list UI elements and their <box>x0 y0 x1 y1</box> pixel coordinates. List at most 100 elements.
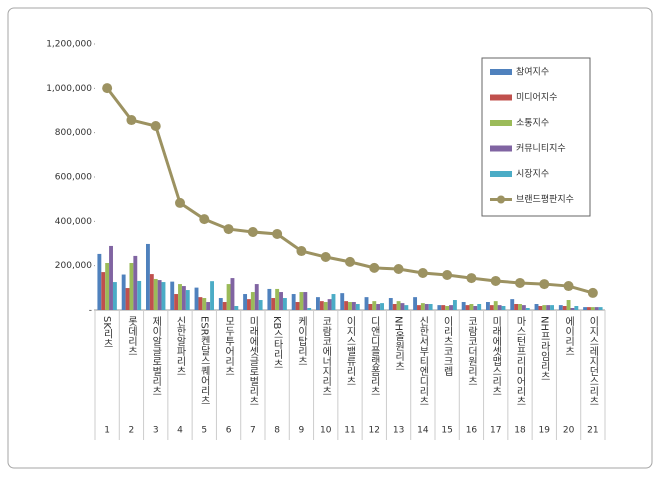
x-tick-label: 코람코더원리츠 <box>465 316 477 386</box>
bar <box>218 298 223 310</box>
line-marker <box>296 246 307 257</box>
legend-label: 소통지수 <box>516 118 549 129</box>
bar <box>109 245 113 310</box>
x-tick-label: 미래에셋글로벌리츠 <box>247 316 259 406</box>
bar <box>558 305 563 310</box>
category-number: 5 <box>201 426 207 436</box>
line-marker <box>247 226 258 237</box>
x-tick-label: 신한알파리츠 <box>174 316 186 376</box>
bar <box>275 288 280 310</box>
x-tick-label: 모두투어리츠 <box>223 316 235 376</box>
line-marker <box>345 256 355 267</box>
bar <box>178 284 182 310</box>
bar <box>493 301 498 310</box>
bar <box>542 305 547 310</box>
bar <box>428 304 433 310</box>
bar <box>137 280 142 310</box>
bar <box>247 299 251 310</box>
bar <box>417 305 421 310</box>
bar <box>510 299 515 310</box>
bar <box>161 282 166 310</box>
bar <box>230 278 235 310</box>
bar <box>465 305 470 310</box>
bar <box>348 302 352 310</box>
bar <box>316 297 320 310</box>
bar <box>501 306 506 310</box>
bar <box>327 299 332 310</box>
line-marker <box>442 269 453 280</box>
bar <box>344 301 349 310</box>
line-marker <box>150 121 161 132</box>
category-number: 15 <box>441 426 452 436</box>
x-tick-label: 마스턴프리미어리츠 <box>514 316 526 406</box>
line-marker <box>175 197 185 208</box>
bar <box>340 293 345 310</box>
line-marker <box>199 214 210 225</box>
bar <box>550 305 554 310</box>
bar <box>226 284 231 310</box>
legend-swatch <box>490 120 512 126</box>
bar <box>97 253 102 310</box>
x-tick-label: 코람코에너지리츠 <box>320 316 332 396</box>
legend-box <box>481 57 591 217</box>
bar <box>437 305 442 310</box>
category-number: 7 <box>250 426 256 436</box>
bar <box>153 278 158 310</box>
category-number: 11 <box>344 426 355 436</box>
legend-swatch <box>490 145 512 152</box>
bar <box>461 302 466 310</box>
category-number: 18 <box>514 426 526 436</box>
bar <box>372 301 377 310</box>
category-number: 4 <box>177 426 183 436</box>
bar <box>590 307 595 310</box>
bar <box>570 308 575 310</box>
bar <box>449 305 453 310</box>
category-number: 14 <box>417 426 429 436</box>
bar <box>222 302 227 310</box>
bar <box>469 304 474 310</box>
bar <box>396 301 401 310</box>
x-tick-label: NH프라임리츠 <box>538 316 550 381</box>
legend-swatch <box>497 195 505 204</box>
category-number: 20 <box>563 426 575 436</box>
category-number: 19 <box>539 426 551 436</box>
bar <box>202 298 207 310</box>
bar <box>170 281 175 310</box>
category-number: 1 <box>104 426 110 436</box>
bar <box>331 294 336 310</box>
bar <box>121 274 126 310</box>
y-tick-label: 1,000,000 <box>46 84 92 94</box>
bar <box>146 243 150 310</box>
bar <box>489 305 494 310</box>
bar <box>254 284 259 310</box>
line-marker <box>490 275 501 286</box>
bar <box>157 280 162 310</box>
y-tick-label: - <box>89 306 92 316</box>
bar <box>282 298 287 310</box>
bar <box>291 294 296 310</box>
legend-label: 브랜드평판지수 <box>516 194 574 205</box>
bar <box>486 302 490 310</box>
legend-swatch <box>490 171 512 177</box>
y-tick-label: 600,000 <box>55 173 92 183</box>
bar <box>452 300 457 310</box>
category-number: 8 <box>274 426 280 436</box>
x-tick-label: 제이알글로벌리츠 <box>150 316 162 396</box>
bar <box>295 302 300 310</box>
bar <box>404 305 409 310</box>
bar <box>598 307 603 310</box>
bar <box>424 304 429 310</box>
legend-label: 커뮤니티지수 <box>516 143 566 154</box>
bar <box>388 298 393 310</box>
bar <box>129 263 134 310</box>
x-tick-label: SK리츠 <box>101 316 113 349</box>
category-number: 6 <box>226 426 232 436</box>
x-tick-label: NH올원리츠 <box>393 316 405 371</box>
bar <box>271 298 276 310</box>
category-number: 13 <box>393 426 404 436</box>
bar <box>258 300 263 310</box>
x-tick-label: 이지스레지던스리츠 <box>587 316 599 406</box>
bar <box>376 304 381 310</box>
x-tick-label: 이지스밸류리츠 <box>344 316 356 386</box>
